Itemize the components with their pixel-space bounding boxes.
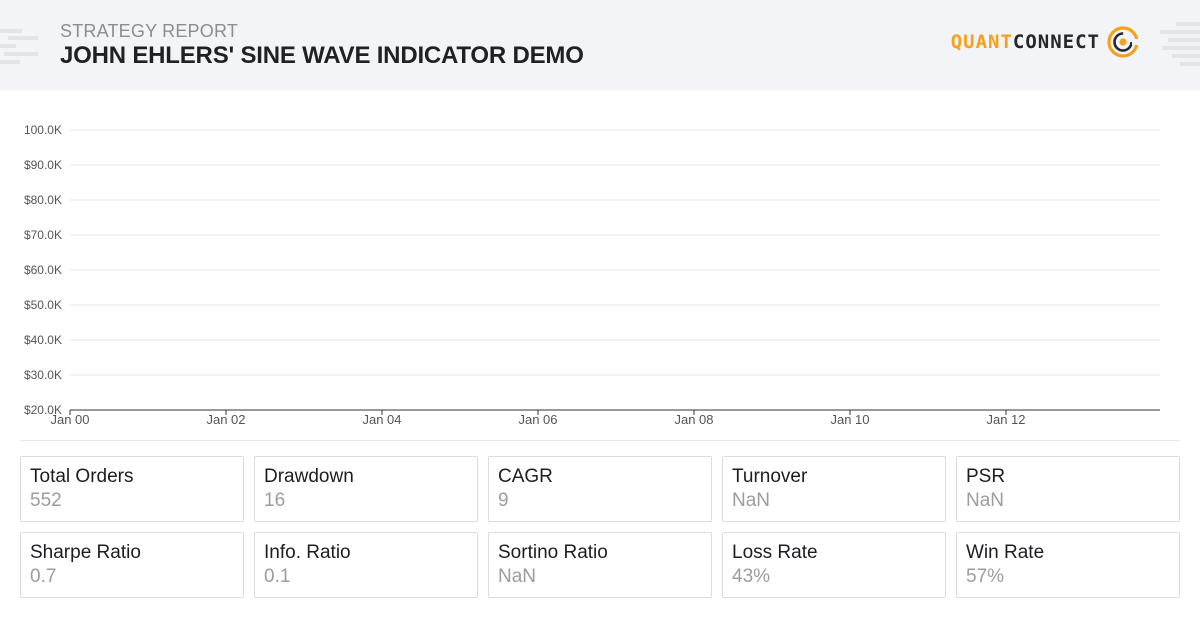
- stat-value: NaN: [966, 490, 1005, 511]
- stat-label: Drawdown: [264, 466, 354, 487]
- x-tick-label: Jan 12: [986, 412, 1025, 427]
- stat-label: Sortino Ratio: [498, 542, 608, 563]
- y-tick-label: $40.0K: [24, 333, 62, 347]
- stat-label: Turnover: [732, 466, 808, 487]
- equity-chart: 100.0K $90.0K $80.0K $70.0K $60.0K $50.0K $40.…: [0, 110, 1200, 440]
- stat-value: NaN: [498, 566, 537, 587]
- stat-value: 0.7: [30, 566, 57, 587]
- stat-value: 9: [498, 490, 509, 511]
- stat-value: 57%: [966, 566, 1005, 587]
- stat-label: Total Orders: [30, 466, 134, 487]
- x-tick-label: Jan 00: [50, 412, 89, 427]
- stat-value: 552: [30, 490, 62, 511]
- stat-card-drawdown: Drawdown 16: [254, 456, 478, 522]
- stat-card-win-rate: Win Rate 57%: [956, 532, 1180, 598]
- stat-value: 0.1: [264, 566, 291, 587]
- logo-quant-text: QUANT: [950, 31, 1013, 53]
- report-title: JOHN EHLERS' SINE WAVE INDICATOR DEMO: [60, 42, 584, 69]
- stat-value: 43%: [732, 566, 771, 587]
- logo-mark-icon: [1107, 26, 1140, 58]
- stats-grid: Total Orders 552 Drawdown 16 CAGR 9 Turn…: [20, 456, 1180, 598]
- stat-card-cagr: CAGR 9: [488, 456, 712, 522]
- header-decoration-left: [0, 0, 60, 90]
- x-tick-label: Jan 06: [518, 412, 557, 427]
- section-divider: [20, 440, 1180, 441]
- equity-chart-svg: 100.0K $90.0K $80.0K $70.0K $60.0K $50.0K $40.…: [24, 123, 1160, 427]
- y-tick-label: $90.0K: [24, 158, 62, 172]
- stat-value: 16: [264, 490, 286, 511]
- stat-label: Info. Ratio: [264, 542, 351, 563]
- stat-card-sharpe-ratio: Sharpe Ratio 0.7: [20, 532, 244, 598]
- stat-label: PSR: [966, 466, 1006, 487]
- stat-card-info-ratio: Info. Ratio 0.1: [254, 532, 478, 598]
- y-tick-label: $80.0K: [24, 193, 62, 207]
- report-subtitle: STRATEGY REPORT: [60, 21, 239, 41]
- x-tick-label: Jan 08: [674, 412, 713, 427]
- stat-card-sortino-ratio: Sortino Ratio NaN: [488, 532, 712, 598]
- y-tick-label: $30.0K: [24, 368, 62, 382]
- report-header: STRATEGY REPORT JOHN EHLERS' SINE WAVE I…: [0, 0, 1200, 90]
- x-tick-label: Jan 04: [362, 412, 401, 427]
- header-decoration-right: [1150, 0, 1200, 90]
- title-block: STRATEGY REPORT JOHN EHLERS' SINE WAVE I…: [60, 20, 584, 70]
- logo-wordmark: QUANTCONNECT: [951, 31, 1100, 53]
- y-tick-label: 100.0K: [24, 123, 62, 137]
- y-tick-label: $60.0K: [24, 263, 62, 277]
- x-tick-label: Jan 10: [830, 412, 869, 427]
- stat-value: NaN: [732, 490, 771, 511]
- stat-label: CAGR: [498, 466, 553, 487]
- stat-card-total-orders: Total Orders 552: [20, 456, 244, 522]
- stat-label: Loss Rate: [732, 542, 818, 563]
- stat-label: Win Rate: [966, 542, 1045, 563]
- quantconnect-logo: QUANTCONNECT: [951, 24, 1140, 60]
- y-tick-label: $50.0K: [24, 298, 62, 312]
- stat-card-turnover: Turnover NaN: [722, 456, 946, 522]
- y-tick-label: $70.0K: [24, 228, 62, 242]
- stat-label: Sharpe Ratio: [30, 542, 141, 563]
- x-tick-label: Jan 02: [206, 412, 245, 427]
- stat-card-loss-rate: Loss Rate 43%: [722, 532, 946, 598]
- logo-connect-text: CONNECT: [1012, 31, 1100, 53]
- y-tick-label: $20.0K: [24, 403, 62, 417]
- stat-card-psr: PSR NaN: [956, 456, 1180, 522]
